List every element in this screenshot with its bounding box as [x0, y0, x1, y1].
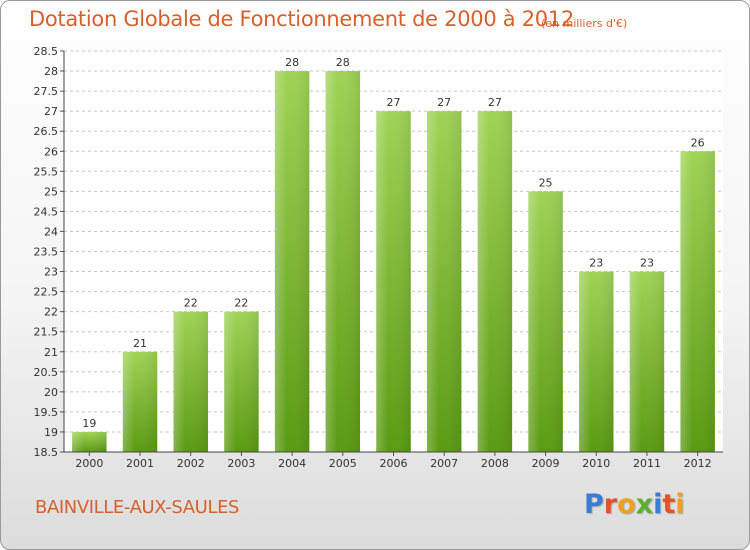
- y-tick-label: 25: [44, 185, 58, 198]
- x-tick-label: 2010: [582, 457, 610, 470]
- logo-letter: i: [675, 489, 685, 520]
- logo-letter: t: [662, 489, 676, 520]
- x-tick-label: 2000: [75, 457, 103, 470]
- y-tick-label: 28.5: [34, 45, 59, 58]
- bar-value-label: 27: [387, 96, 401, 109]
- logo-letter: P: [584, 489, 604, 520]
- y-tick-label: 24.5: [34, 205, 59, 218]
- bar-shine: [72, 431, 107, 452]
- commune-name: BAINVILLE-AUX-SAULES: [35, 497, 240, 518]
- bar-shine: [274, 71, 310, 453]
- y-tick-label: 24: [44, 225, 58, 238]
- y-tick-label: 19.5: [34, 406, 59, 419]
- y-tick-label: 21: [44, 346, 58, 359]
- y-tick-label: 26.5: [34, 125, 59, 138]
- bar-shine: [224, 311, 259, 452]
- bar-shine: [122, 351, 158, 452]
- bar-shine: [173, 311, 208, 452]
- x-tick-label: 2011: [633, 457, 661, 470]
- y-tick-label: 20: [44, 386, 58, 399]
- y-tick-label: 23: [44, 266, 58, 279]
- bar-value-label: 26: [691, 136, 705, 149]
- x-tick-label: 2001: [126, 457, 154, 470]
- x-tick-label: 2006: [380, 457, 408, 470]
- y-tick-label: 25.5: [34, 165, 59, 178]
- x-tick-label: 2003: [227, 457, 255, 470]
- y-tick-label: 19: [44, 426, 58, 439]
- x-tick-label: 2012: [684, 457, 712, 470]
- y-tick-label: 28: [44, 65, 58, 78]
- y-tick-label: 23.5: [34, 246, 59, 259]
- bar-value-label: 27: [437, 96, 451, 109]
- bar-shine: [680, 151, 715, 452]
- y-tick-label: 18.5: [34, 446, 59, 459]
- bar-value-label: 25: [539, 176, 553, 189]
- y-tick-label: 27: [44, 105, 58, 118]
- logo-letter: x: [635, 489, 654, 520]
- unit-label: (en milliers d'€): [541, 17, 628, 30]
- y-tick-label: 22.5: [34, 286, 59, 299]
- y-tick-label: 26: [44, 145, 58, 158]
- x-tick-label: 2002: [177, 457, 205, 470]
- bar-value-label: 28: [336, 56, 350, 69]
- chart-title: Dotation Globale de Fonctionnement de 20…: [29, 7, 574, 31]
- x-tick-label: 2009: [532, 457, 560, 470]
- y-tick-label: 27.5: [34, 85, 59, 98]
- x-tick-label: 2005: [329, 457, 357, 470]
- bar-value-label: 23: [640, 257, 654, 270]
- bar-shine: [629, 271, 665, 452]
- bar-shine: [579, 271, 614, 452]
- proxiti-logo[interactable]: Proxiti: [584, 489, 685, 520]
- bar-shine: [528, 191, 563, 452]
- bar-value-label: 21: [133, 337, 147, 350]
- bar-value-label: 19: [82, 417, 96, 430]
- bar-value-label: 27: [488, 96, 502, 109]
- bar-value-label: 22: [234, 297, 248, 310]
- bar-value-label: 22: [184, 297, 198, 310]
- x-tick-label: 2007: [430, 457, 458, 470]
- logo-letter: o: [617, 489, 636, 520]
- logo-letter: i: [653, 489, 663, 520]
- bar-shine: [426, 111, 462, 453]
- x-tick-label: 2004: [278, 457, 306, 470]
- bar-shine: [325, 71, 361, 453]
- bar-shine: [376, 111, 411, 453]
- bar-shine: [477, 111, 513, 453]
- logo-letter: r: [603, 489, 618, 520]
- bar-value-label: 28: [285, 56, 299, 69]
- y-tick-label: 20.5: [34, 366, 59, 379]
- x-tick-label: 2008: [481, 457, 509, 470]
- y-tick-label: 21.5: [34, 326, 59, 339]
- bar-value-label: 23: [589, 257, 603, 270]
- y-tick-label: 22: [44, 306, 58, 319]
